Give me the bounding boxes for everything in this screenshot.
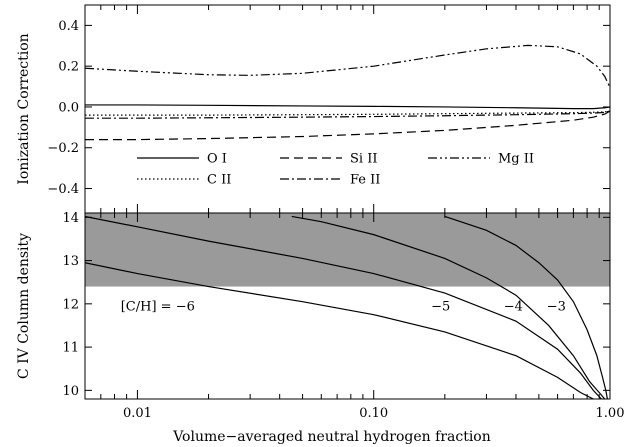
y-tick-label: 10 <box>62 384 79 399</box>
legend-label: C II <box>207 173 231 188</box>
x-axis-title: Volume−averaged neutral hydrogen fractio… <box>172 429 491 445</box>
y-axis-title-bottom: C IV Column density <box>16 233 32 379</box>
series-line-1-1 <box>85 215 602 399</box>
plot-frame <box>84 4 611 214</box>
curve-annotation: [C/H] = −6 <box>121 299 195 314</box>
series-line-0-3 <box>85 110 610 116</box>
series-line-0-0 <box>85 104 610 110</box>
series-line-0-2 <box>85 44 610 88</box>
series-line-0-4 <box>85 110 610 119</box>
y-tick-label: −0.4 <box>47 182 79 197</box>
legend-label: Si II <box>350 152 377 167</box>
y-tick-label: −0.2 <box>47 141 79 156</box>
legend-label: Mg II <box>498 152 534 167</box>
curve-annotation: −4 <box>504 299 523 314</box>
series-group <box>85 215 608 399</box>
curve-annotation: −5 <box>431 299 450 314</box>
series-line-0-1 <box>85 110 610 141</box>
ionization-correction-panel: 0.4 0.2 0.0 −0.2 −0.4 O I Si II Mg II C II Fe II <box>47 4 611 214</box>
series-line-1-0 <box>85 262 594 399</box>
y-tick-label: 14 <box>62 211 79 226</box>
y-tick-label: 13 <box>62 254 79 269</box>
y-tick-label: 11 <box>62 341 79 356</box>
y-tick-label: 0.4 <box>58 19 79 34</box>
y-axis-title-top: Ionization Correction <box>16 33 32 184</box>
shaded-band <box>85 213 610 287</box>
curve-annotation: −3 <box>547 299 566 314</box>
series-line-1-3 <box>444 215 608 399</box>
series-line-1-2 <box>291 215 606 399</box>
y-tick-label: 0.0 <box>58 100 79 115</box>
legend-label: Fe II <box>350 173 380 188</box>
plot-frame <box>84 212 611 400</box>
civ-column-density-panel: 14 13 12 11 10 0.01 0.10 1.00 [C/H] = −6 −5 −4 −3 <box>62 211 624 421</box>
x-tick-label: 0.10 <box>359 406 388 421</box>
legend: O I Si II Mg II C II Fe II <box>137 152 534 188</box>
x-tick-label: 1.00 <box>596 406 625 421</box>
x-tick-label: 0.01 <box>123 406 152 421</box>
series-group <box>85 44 610 141</box>
y-tick-label: 12 <box>62 297 79 312</box>
legend-label: O I <box>207 152 227 167</box>
y-tick-label: 0.2 <box>58 60 79 75</box>
